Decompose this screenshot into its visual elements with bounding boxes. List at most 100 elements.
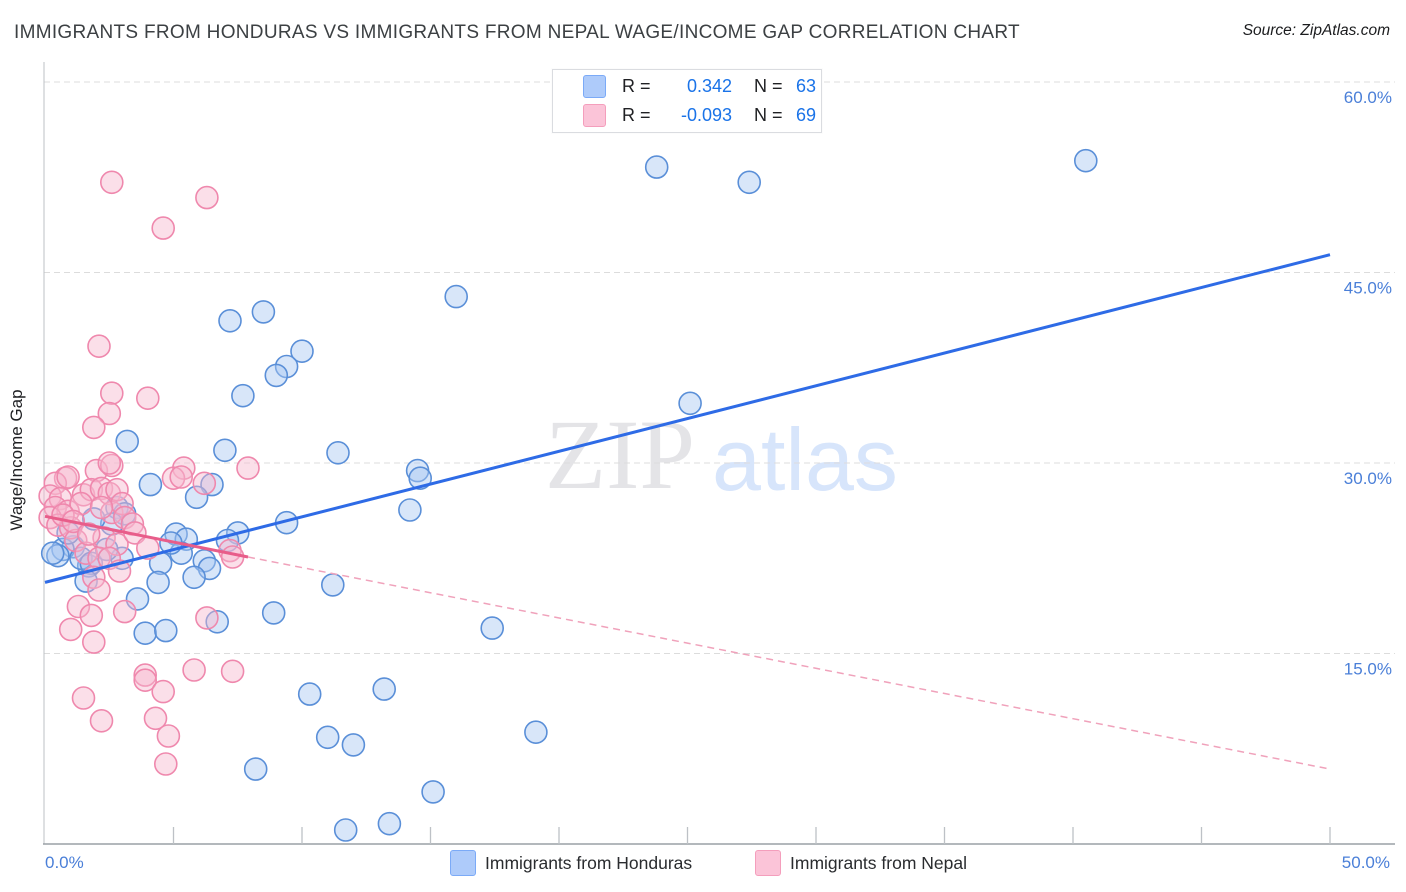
correlation-legend-box: R = 0.342 N = 63 R = -0.093 N = 69 — [552, 69, 822, 133]
scatter-point — [195, 606, 219, 630]
scatter-point — [377, 811, 402, 836]
scatter-point — [1074, 148, 1098, 173]
scatter-point — [341, 733, 366, 757]
x-axis-min-label: 0.0% — [45, 853, 84, 872]
y-axis-title: Wage/Income Gap — [7, 389, 26, 531]
scatter-point — [115, 429, 139, 454]
scatter-point — [444, 284, 469, 309]
scatter-point — [421, 780, 445, 804]
bottom-legend-label: Immigrants from Honduras — [485, 852, 693, 873]
scatter-point — [320, 573, 345, 597]
scatter-point — [161, 466, 186, 491]
legend-row-honduras: R = 0.342 N = 63 — [553, 75, 821, 99]
scatter-point — [182, 658, 206, 682]
scatter-point — [79, 603, 104, 628]
scatter-point — [251, 300, 276, 324]
scatter-point — [133, 621, 157, 646]
scatter-point — [236, 456, 260, 480]
scatter-point — [243, 757, 268, 781]
r-label: R = — [622, 76, 651, 96]
scatter-point — [133, 668, 157, 693]
scatter-point — [182, 565, 206, 590]
nepal-swatch-icon — [583, 104, 606, 127]
scatter-point — [156, 724, 181, 748]
trend-line — [44, 514, 249, 559]
scatter-point — [678, 391, 702, 416]
scatter-point — [398, 498, 422, 522]
y-tick-label: 45.0% — [1344, 279, 1392, 298]
n-label: N = — [754, 105, 783, 125]
honduras-swatch-icon — [583, 75, 606, 98]
scatter-point — [290, 339, 314, 364]
trend-line — [44, 253, 1331, 584]
scatter-point — [143, 706, 168, 731]
scatter-point — [151, 216, 175, 240]
scatter-point — [480, 616, 505, 640]
source-attribution: Source: ZipAtlas.com — [1242, 22, 1390, 39]
scatter-point — [154, 752, 178, 776]
scatter-point — [644, 155, 669, 179]
honduras-swatch-icon — [450, 850, 476, 876]
y-tick-label: 15.0% — [1344, 660, 1392, 679]
y-tick-label: 60.0% — [1344, 88, 1392, 107]
scatter-point — [218, 308, 242, 333]
bottom-legend-label: Immigrants from Nepal — [790, 852, 967, 873]
bottom-legend-nepal: Immigrants from Nepal — [755, 850, 967, 876]
scatter-point — [169, 465, 193, 489]
scatter-point — [184, 485, 209, 510]
scatter-point — [58, 617, 83, 642]
scatter-point — [112, 599, 137, 624]
scatter-point — [87, 578, 111, 602]
n-value-honduras: 63 — [796, 76, 817, 96]
scatter-point — [82, 630, 106, 654]
n-label: N = — [754, 76, 783, 96]
scatter-point — [43, 471, 68, 496]
scatter-point — [231, 383, 255, 408]
x-axis-max-label: 50.0% — [1341, 853, 1390, 872]
page-title: IMMIGRANTS FROM HONDURAS VS IMMIGRANTS F… — [14, 22, 1020, 43]
scatter-point — [333, 818, 358, 842]
r-value-nepal: -0.093 — [680, 105, 732, 125]
scatter-point — [200, 472, 224, 497]
scatter-point — [74, 541, 98, 566]
scatter-point — [84, 458, 109, 483]
scatter-point — [136, 386, 160, 411]
watermark: ZIP — [545, 399, 695, 510]
scatter-point — [56, 465, 80, 489]
scatter-point — [220, 545, 245, 569]
scatter-point — [133, 663, 157, 687]
scatter-point — [220, 659, 245, 684]
scatter-point — [97, 401, 122, 426]
scatter-point — [87, 334, 111, 359]
scatter-point — [40, 541, 65, 566]
bottom-legend-honduras: Immigrants from Honduras — [450, 850, 692, 876]
r-value-honduras: 0.342 — [686, 76, 732, 96]
scatter-point — [154, 618, 178, 643]
scatter-point — [326, 440, 350, 465]
scatter-point — [146, 570, 170, 595]
scatter-point — [151, 679, 175, 704]
scatter-point — [89, 495, 114, 520]
scatter-point — [297, 682, 322, 706]
n-value-nepal: 69 — [796, 105, 817, 125]
scatter-point — [524, 720, 548, 745]
scatter-point — [100, 381, 124, 406]
scatter-point — [105, 477, 129, 502]
scatter-point — [213, 438, 237, 463]
scatter-point — [76, 522, 101, 546]
scatter-point — [195, 185, 219, 210]
legend-row-nepal: R = -0.093 N = 69 — [553, 104, 821, 128]
scatter-point — [737, 170, 762, 195]
trend-line — [247, 556, 1331, 770]
scatter-point — [315, 725, 340, 750]
scatter-point — [192, 471, 217, 496]
scatter-point — [89, 708, 114, 733]
scatter-point — [261, 601, 286, 625]
watermark: atlas — [712, 410, 898, 509]
scatter-point — [66, 594, 91, 619]
scatter-point — [264, 363, 289, 388]
nepal-swatch-icon — [755, 850, 781, 876]
scatter-point — [105, 532, 129, 557]
r-label: R = — [622, 105, 651, 125]
